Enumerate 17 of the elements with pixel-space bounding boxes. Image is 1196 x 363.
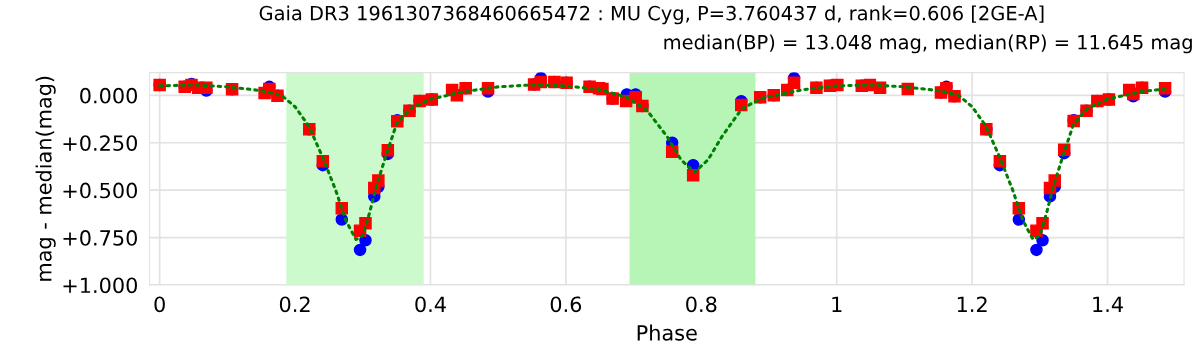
x-tick-label: 0.2	[279, 296, 310, 313]
y-axis-title: mag - median(mag)	[35, 76, 56, 281]
chart-title: Gaia DR3 1961307368460665472 : MU Cyg, P=3.760437 d, rank=0.606 [2GE-A]	[259, 5, 1044, 25]
x-tick-label: 1	[832, 296, 842, 312]
x-tick-label: 1.4	[1093, 296, 1123, 312]
y-tick-label: 0.000	[80, 87, 138, 104]
x-tick-label: 0.6	[550, 296, 582, 313]
y-tick-label: +1.000	[63, 277, 137, 294]
y-tick-label: +0.250	[63, 135, 137, 151]
x-tick-label: 0	[154, 296, 165, 313]
y-tick-label: +0.500	[63, 182, 137, 199]
x-tick-label: 1.2	[957, 296, 987, 312]
y-tick-label: +0.750	[63, 230, 137, 246]
chart-subtitle: median(BP) = 13.048 mag, median(RP) = 11.645 mag	[664, 34, 1192, 54]
x-axis-title: Phase	[637, 324, 697, 341]
x-tick-label: 0.8	[686, 296, 717, 313]
x-tick-label: 0.4	[415, 296, 446, 313]
